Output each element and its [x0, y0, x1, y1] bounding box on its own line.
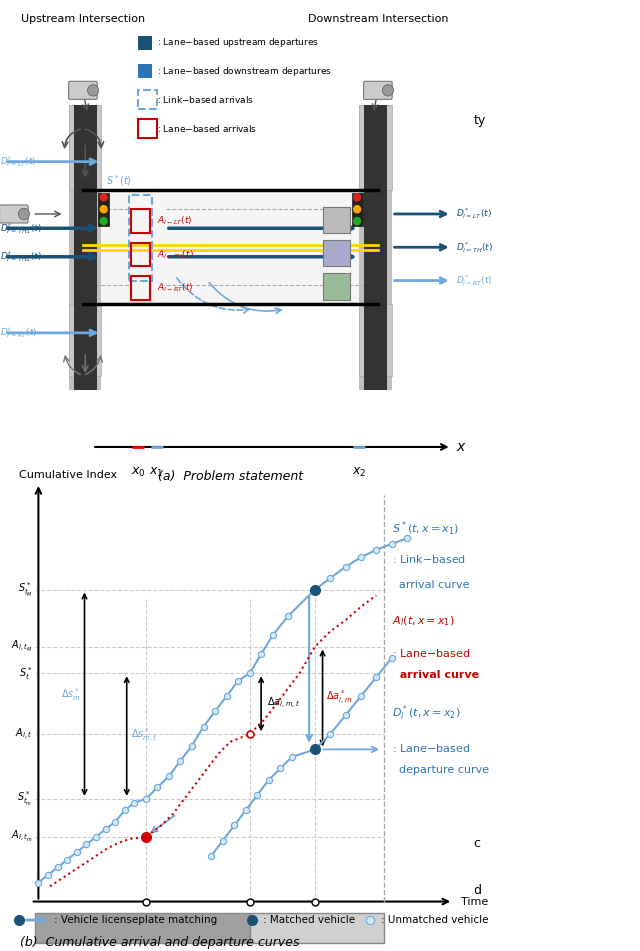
- Text: $D^t_{r=RT}(t)$: $D^t_{r=RT}(t)$: [0, 325, 38, 340]
- Text: $A_l(t, x=x_1)$: $A_l(t, x=x_1)$: [392, 614, 454, 628]
- Circle shape: [19, 208, 29, 220]
- Bar: [69, 105, 101, 190]
- Bar: [138, 90, 157, 109]
- FancyBboxPatch shape: [68, 82, 97, 100]
- Text: : Vehicle licenseplate matching: : Vehicle licenseplate matching: [54, 915, 218, 925]
- Circle shape: [100, 205, 108, 214]
- Text: $A_{l,t_m}$: $A_{l,t_m}$: [11, 829, 33, 844]
- Text: $S^*(t)$: $S^*(t)$: [106, 173, 132, 188]
- Text: $t_M$: $t_M$: [308, 915, 321, 929]
- Text: $x$: $x$: [456, 440, 467, 454]
- Text: $S^*_{t_m}$: $S^*_{t_m}$: [17, 790, 33, 807]
- Text: $D_l^*(t, x=x_2)$: $D_l^*(t, x=x_2)$: [392, 703, 460, 723]
- Text: : Link$-$based arrivals: : Link$-$based arrivals: [157, 94, 253, 106]
- Text: $D^t_{r=TH1}(t)$: $D^t_{r=TH1}(t)$: [0, 221, 42, 236]
- Bar: [74, 105, 97, 390]
- Bar: [360, 304, 392, 376]
- Bar: [360, 105, 392, 190]
- Text: $A_{l-LT}(t)$: $A_{l-LT}(t)$: [157, 215, 192, 227]
- Circle shape: [353, 193, 361, 202]
- Text: d: d: [474, 884, 482, 898]
- Bar: [131, 276, 150, 300]
- Text: $A_{l-TH}(t)$: $A_{l-TH}(t)$: [157, 248, 193, 261]
- Text: departure curve: departure curve: [392, 765, 489, 775]
- Text: $S^*_t$: $S^*_t$: [19, 665, 33, 682]
- Bar: [323, 274, 350, 300]
- Text: : Lane$-$based upstream departures: : Lane$-$based upstream departures: [157, 36, 319, 49]
- Text: $x_1$: $x_1$: [150, 466, 164, 479]
- Text: $D^t_{r=LT}(t)$: $D^t_{r=LT}(t)$: [0, 154, 36, 169]
- Text: $D^t_{r=TH2}(t)$: $D^t_{r=TH2}(t)$: [0, 249, 42, 264]
- Text: $x_2$: $x_2$: [352, 466, 367, 479]
- Bar: [323, 240, 350, 266]
- Bar: [131, 243, 150, 266]
- Text: : Lane$-$based arrivals: : Lane$-$based arrivals: [157, 123, 257, 134]
- Text: : Unmatched vehicle: : Unmatched vehicle: [381, 915, 488, 925]
- Circle shape: [353, 205, 361, 214]
- Bar: [69, 105, 101, 390]
- Bar: [364, 105, 387, 390]
- Bar: [138, 36, 152, 49]
- Circle shape: [100, 193, 108, 202]
- Text: Upstream Intersection: Upstream Intersection: [21, 14, 145, 25]
- Circle shape: [353, 217, 361, 225]
- Text: $\Delta a_{l,m,t}$: $\Delta a_{l,m,t}$: [267, 696, 300, 711]
- Bar: [98, 192, 109, 225]
- Text: : Lane$-$based: : Lane$-$based: [392, 742, 470, 754]
- Bar: [131, 209, 150, 233]
- Circle shape: [383, 85, 394, 96]
- Text: arrival curve: arrival curve: [392, 670, 479, 680]
- Text: : Lane$-$based: : Lane$-$based: [392, 647, 470, 659]
- Text: $D^*_{l=RT}(t)$: $D^*_{l=RT}(t)$: [456, 273, 493, 288]
- Text: $A_{l,t_M}$: $A_{l,t_M}$: [12, 639, 33, 654]
- Text: $D^*_{l=TH}(t)$: $D^*_{l=TH}(t)$: [456, 240, 493, 255]
- Text: Historical ACR: Historical ACR: [100, 925, 188, 935]
- Text: $S^*_{t_M}$: $S^*_{t_M}$: [18, 581, 33, 598]
- Text: $A_{l,t}$: $A_{l,t}$: [15, 727, 33, 742]
- Text: $\Delta s^*_{m,t}$: $\Delta s^*_{m,t}$: [131, 727, 157, 746]
- Text: arrival curve: arrival curve: [392, 580, 469, 591]
- Text: $t$: $t$: [246, 915, 253, 927]
- Text: (a)  Problem statement: (a) Problem statement: [158, 470, 303, 483]
- Bar: [129, 195, 152, 281]
- Bar: [323, 207, 350, 233]
- Text: $\Delta s^*_m$: $\Delta s^*_m$: [61, 686, 81, 703]
- Bar: [250, 913, 384, 943]
- FancyBboxPatch shape: [0, 204, 28, 223]
- FancyBboxPatch shape: [364, 82, 392, 100]
- Text: $S^*(t, x=x_1)$: $S^*(t, x=x_1)$: [392, 520, 459, 538]
- Bar: [138, 119, 157, 138]
- Text: Cumulative Index: Cumulative Index: [19, 471, 117, 480]
- Circle shape: [100, 217, 108, 225]
- Text: c: c: [474, 837, 481, 850]
- Text: $x_0$: $x_0$: [131, 466, 146, 479]
- Circle shape: [88, 85, 99, 96]
- Text: $D^*_{l=LT}(t)$: $D^*_{l=LT}(t)$: [456, 206, 492, 222]
- Text: : Lane$-$based downstream departures: : Lane$-$based downstream departures: [157, 65, 332, 78]
- Bar: [69, 304, 101, 376]
- Text: (b)  Cumulative arrival and departure curves: (b) Cumulative arrival and departure cur…: [20, 936, 300, 949]
- Text: $t_m$: $t_m$: [140, 915, 152, 929]
- Bar: [35, 913, 250, 943]
- Text: Downstream Intersection: Downstream Intersection: [308, 14, 448, 25]
- Text: ty: ty: [474, 114, 486, 127]
- Text: : Matched vehicle: : Matched vehicle: [263, 915, 355, 925]
- Text: : Link$-$based: : Link$-$based: [392, 553, 466, 566]
- Text: $\Delta a^*_{l,m}$: $\Delta a^*_{l,m}$: [326, 689, 353, 708]
- Bar: [351, 192, 363, 225]
- Bar: [83, 190, 378, 304]
- Text: Time: Time: [461, 897, 488, 906]
- Text: $A_{l-RT}(t)$: $A_{l-RT}(t)$: [157, 281, 193, 294]
- Bar: [138, 65, 152, 79]
- Bar: [360, 105, 392, 390]
